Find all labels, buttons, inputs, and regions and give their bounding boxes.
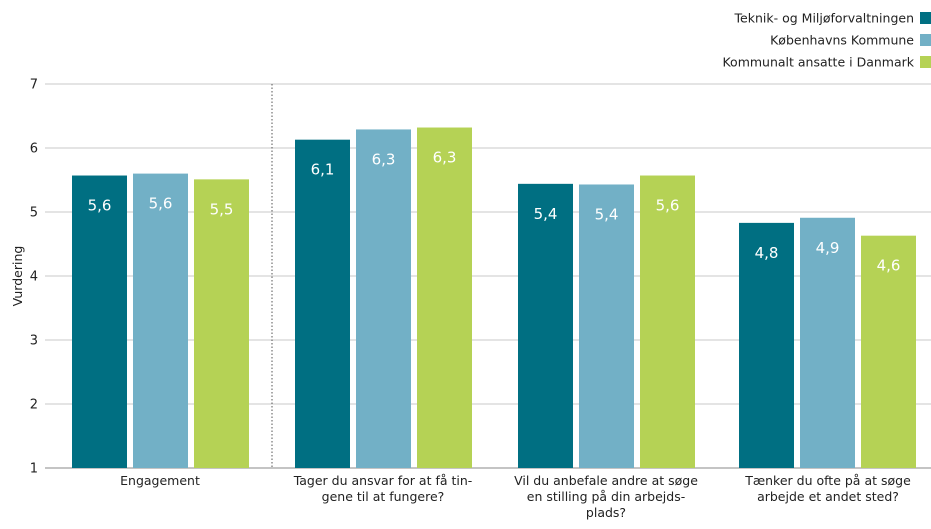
bar-labels: 5,6 6,1 5,4 4,8 5,6 6,3 5,4 4,9 5,5 6,3 5,6 4,6 [88, 149, 901, 275]
gridlines [45, 83, 931, 469]
bar-value-label: 6,3 [433, 149, 457, 167]
legend-label: Københavns Kommune [770, 33, 914, 48]
bar [640, 175, 695, 468]
bar [800, 217, 855, 468]
bar-value-label: 6,1 [311, 161, 335, 179]
category-label: Tænker du ofte på at søge [744, 473, 911, 488]
category-label: Engagement [120, 473, 200, 488]
category-label: plads? [586, 505, 626, 520]
y-axis-ticks: 1 2 3 4 5 6 7 [30, 78, 38, 477]
y-tick-label: 3 [30, 334, 38, 349]
bar [194, 179, 249, 469]
bar [356, 129, 411, 468]
bar-value-label: 4,8 [755, 244, 779, 262]
legend: Teknik- og Miljøforvaltningen Københavns … [722, 11, 931, 70]
bar-value-label: 5,6 [88, 197, 112, 215]
bar [417, 127, 472, 469]
x-axis-categories: Engagement Tager du ansvar for at få tin-… [120, 473, 911, 520]
bar-value-label: 5,5 [210, 200, 234, 218]
legend-label: Teknik- og Miljøforvaltningen [734, 11, 914, 26]
category-label: Vil du anbefale andre at søge [514, 473, 698, 488]
bar-value-label: 5,4 [534, 205, 558, 223]
legend-swatch [920, 12, 931, 24]
bar-value-label: 5,6 [656, 197, 680, 215]
category-label: en stilling på din arbejds- [527, 489, 685, 504]
legend-swatch [920, 34, 931, 46]
y-tick-label: 5 [30, 206, 38, 221]
y-tick-label: 1 [30, 462, 38, 477]
bar [295, 139, 350, 468]
bar [739, 222, 794, 468]
bar [579, 184, 634, 469]
bar-value-label: 4,6 [877, 257, 901, 275]
bars [72, 127, 916, 469]
category-label: gene til at fungere? [322, 489, 445, 504]
y-tick-label: 6 [30, 142, 38, 157]
legend-swatch [920, 56, 931, 68]
y-tick-label: 4 [30, 270, 38, 285]
category-label: arbejde et andet sted? [757, 489, 899, 504]
bar-value-label: 5,4 [595, 205, 619, 223]
y-axis-title: Vurdering [10, 246, 25, 307]
bar-value-label: 5,6 [149, 195, 173, 213]
bar [133, 173, 188, 468]
bar [861, 235, 916, 468]
category-label: Tager du ansvar for at få tin- [293, 473, 473, 488]
bar-value-label: 4,9 [816, 239, 840, 257]
bar-value-label: 6,3 [372, 150, 396, 168]
bar [72, 175, 127, 468]
bar [518, 183, 573, 468]
y-tick-label: 2 [30, 398, 38, 413]
y-tick-label: 7 [30, 78, 38, 93]
legend-label: Kommunalt ansatte i Danmark [722, 55, 914, 70]
